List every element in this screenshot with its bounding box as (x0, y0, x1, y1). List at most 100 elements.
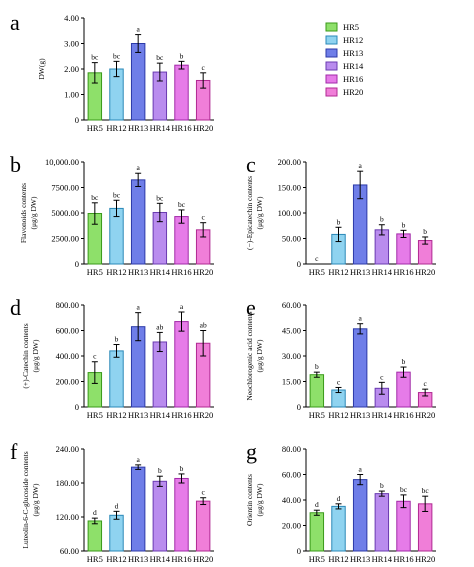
y-tick-label: 80.00 (282, 444, 301, 454)
bar-hr5 (87, 520, 103, 552)
significance-letter: a (358, 465, 362, 474)
significance-letter: a (358, 314, 362, 323)
y-tick-label: 4.00 (64, 13, 79, 23)
x-tick-label: HR20 (415, 410, 435, 420)
y-tick-label: 0 (75, 259, 79, 269)
y-tick-label: 3.00 (64, 39, 79, 49)
y-axis-label-line: Flavonoids contents (19, 183, 28, 243)
significance-letter: a (180, 302, 184, 311)
significance-letter: bc (113, 51, 121, 60)
y-axis-label: DW(g) (37, 58, 46, 80)
y-axis-label-line: (μg/g DW) (255, 339, 264, 372)
significance-letter: a (358, 161, 362, 170)
legend-swatch (325, 74, 338, 84)
y-tick-label: 0 (75, 402, 79, 412)
x-tick-label: HR5 (87, 123, 103, 133)
panel-letter: c (246, 152, 256, 177)
y-tick-label: 5000.00 (51, 208, 79, 218)
y-axis-label: (+)-Catechin contents(μg/g DW) (21, 323, 40, 388)
bar-hr13 (130, 466, 146, 552)
y-axis-label-line: (μg/g DW) (29, 196, 38, 229)
y-tick-label: 0 (75, 115, 79, 125)
x-tick-label: HR14 (150, 123, 171, 133)
y-tick-label: 150.00 (278, 183, 301, 193)
y-tick-label: 240.00 (56, 444, 79, 454)
x-tick-label: HR12 (328, 410, 348, 420)
y-tick-label: 10,000.00 (45, 157, 79, 167)
y-tick-label: 200.00 (56, 377, 79, 387)
x-tick-label: HR16 (393, 410, 413, 420)
significance-letter: b (180, 464, 184, 473)
significance-letter: c (337, 377, 341, 386)
x-tick-label: HR13 (128, 554, 148, 564)
bar-hr16 (396, 233, 411, 265)
x-tick-label: HR12 (106, 554, 126, 564)
x-tick-label: HR13 (350, 554, 370, 564)
x-tick-label: HR14 (372, 410, 393, 420)
y-tick-label: 45.00 (282, 326, 301, 336)
significance-letter: a (136, 25, 140, 34)
chart-panel-e: e 0 15.00 30.00 45.00 60.00 Neochlorogenic aci… (245, 295, 436, 420)
y-axis-label: Luteolin-6-C-glucoside contents(μg/g DW) (21, 451, 40, 548)
significance-letter: b (337, 217, 341, 226)
significance-letter: d (315, 500, 319, 509)
significance-letter: b (423, 227, 427, 236)
x-tick-label: HR12 (106, 410, 126, 420)
bar-hr5 (309, 374, 325, 408)
legend-label: HR20 (343, 87, 363, 97)
bar-hr13 (352, 479, 368, 552)
y-tick-label: 60.00 (60, 546, 79, 556)
significance-letter: bc (178, 200, 186, 209)
significance-letter: d (115, 501, 119, 510)
bar-hr16 (174, 321, 189, 408)
legend-label: HR12 (343, 35, 363, 45)
x-tick-label: HR14 (150, 267, 171, 277)
x-tick-label: HR12 (328, 554, 348, 564)
y-tick-label: 400.00 (56, 351, 79, 361)
significance-letter: c (315, 254, 319, 263)
y-axis-label-line: (μg/g DW) (255, 483, 264, 516)
significance-letter: a (136, 455, 140, 464)
significance-letter: bc (422, 486, 430, 495)
x-tick-label: HR12 (106, 267, 126, 277)
y-tick-label: 60.00 (282, 470, 301, 480)
significance-letter: c (93, 352, 97, 361)
bar-hr16 (174, 64, 189, 121)
y-tick-label: 0 (297, 259, 301, 269)
y-axis-label-line: Orientin contents (245, 474, 254, 526)
y-tick-label: 1.00 (64, 90, 79, 100)
y-axis-label-line: (μg/g DW) (255, 196, 264, 229)
significance-letter: c (201, 63, 205, 72)
y-tick-label: 180.00 (56, 478, 79, 488)
significance-letter: c (201, 213, 205, 222)
x-tick-label: HR20 (193, 267, 213, 277)
x-tick-label: HR13 (128, 410, 148, 420)
x-tick-label: HR5 (87, 554, 103, 564)
chart-panel-d: d 0 200.00 400.00 600.00 800.00 (+)-Catechin c… (10, 295, 214, 420)
legend-label: HR14 (343, 61, 364, 71)
significance-letter: d (93, 508, 97, 517)
bar-hr16 (174, 477, 189, 552)
significance-letter: bc (156, 53, 164, 62)
significance-letter: d (337, 494, 341, 503)
chart-panel-f: f 60.00 120.00 180.00 240.00 Luteolin-6-C-glu… (10, 439, 214, 564)
y-tick-label: 40.00 (282, 495, 301, 505)
legend-swatch (325, 35, 338, 45)
y-axis-label-line: Luteolin-6-C-glucoside contents (21, 451, 30, 548)
significance-letter: b (380, 215, 384, 224)
panel-letter: e (246, 295, 256, 320)
legend-swatch (325, 48, 338, 58)
y-axis-label: (−)-Epicatechin contents(μg/g DW) (245, 176, 264, 250)
significance-letter: b (380, 481, 384, 490)
bar-hr13 (352, 328, 368, 408)
x-tick-label: HR16 (393, 554, 413, 564)
significance-letter: ab (156, 322, 163, 331)
x-tick-label: HR5 (309, 554, 325, 564)
y-tick-label: 2500.00 (51, 234, 79, 244)
x-tick-label: HR14 (150, 554, 171, 564)
y-tick-label: 50.00 (282, 234, 301, 244)
bar-hr5 (309, 512, 325, 552)
significance-letter: b (115, 335, 119, 344)
significance-letter: bc (91, 53, 99, 62)
